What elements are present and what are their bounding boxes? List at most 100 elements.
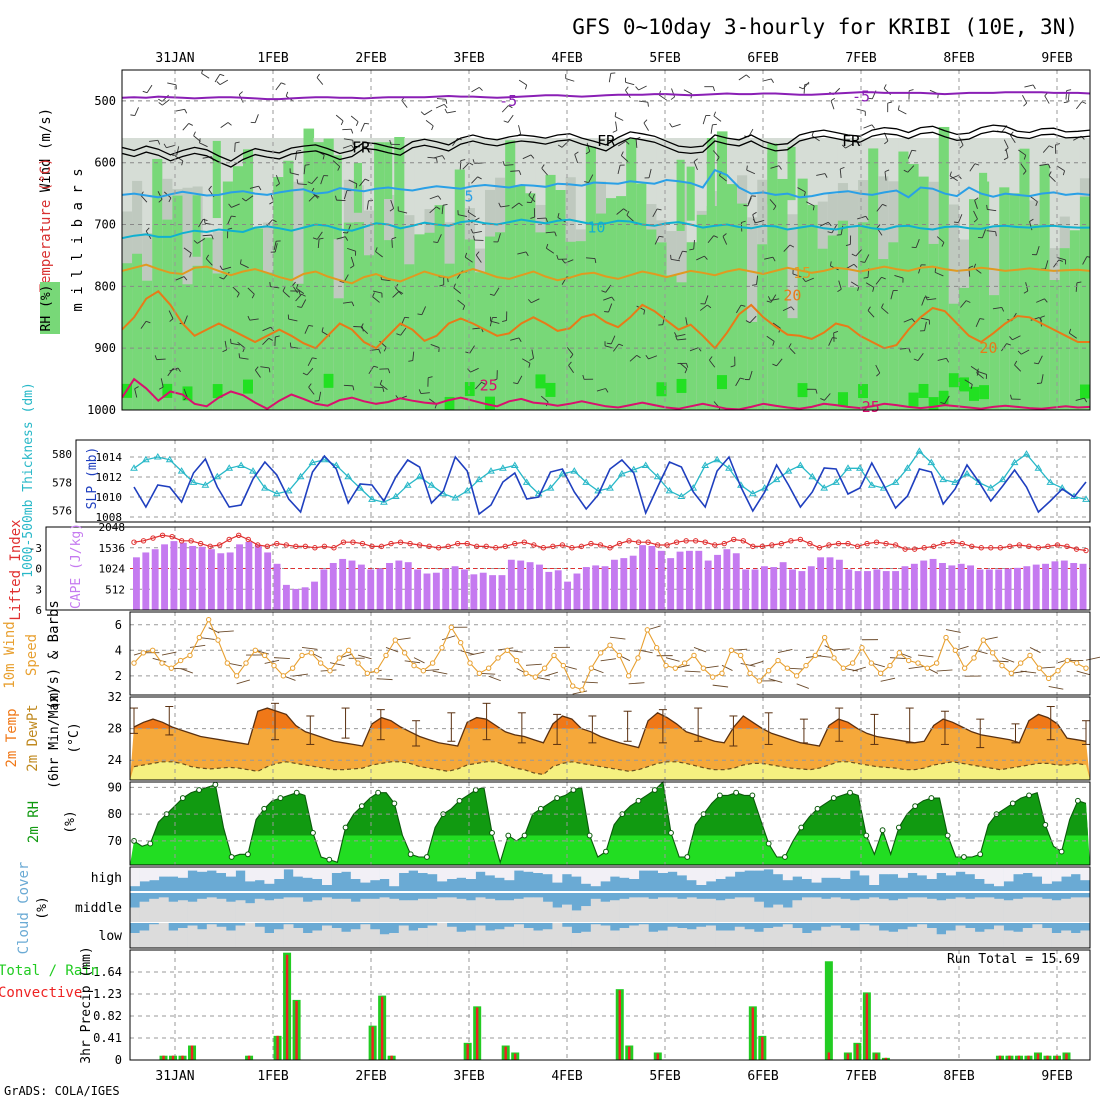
wind-barb — [530, 154, 535, 159]
wind-barb — [915, 239, 920, 248]
thickness-marker — [1022, 450, 1031, 457]
wind-barb — [773, 205, 777, 211]
cape-bar — [723, 549, 731, 610]
cloud-level-label: middle — [75, 901, 122, 916]
cloud-cell-high — [360, 867, 371, 883]
rh-band-green — [505, 140, 516, 410]
cape-bar — [264, 552, 272, 610]
cloud-cell-high — [696, 867, 707, 885]
wind-barb — [216, 81, 221, 85]
thickness-marker — [546, 484, 555, 491]
cape-bar — [479, 572, 487, 610]
wind-barb — [876, 204, 883, 212]
wind-barb — [188, 123, 193, 126]
wind-barb — [304, 325, 310, 334]
wind-barb — [973, 218, 978, 223]
cloud-cell-high — [216, 867, 227, 873]
wind-barb — [157, 191, 163, 200]
thickness-marker — [177, 467, 186, 474]
wind-barb — [820, 398, 825, 401]
wind-barb — [911, 149, 917, 152]
cloud-cell-middle — [725, 898, 736, 922]
cloud-cell-low — [1003, 930, 1014, 948]
thickness-marker — [487, 467, 495, 474]
cape-bar — [329, 562, 337, 610]
thickness-marker — [629, 465, 638, 473]
wind-speed-marker — [579, 687, 585, 693]
wind-barb — [441, 205, 444, 215]
lifted-marker — [169, 533, 175, 540]
wind-barb — [457, 299, 465, 307]
isotherm-label: 20 — [783, 287, 801, 305]
wind-barb — [227, 215, 232, 225]
cloud-cell-low — [226, 930, 236, 948]
wind-barb — [308, 325, 314, 327]
y-tick-label: 600 — [94, 156, 116, 170]
wind-barb-10m — [833, 648, 850, 651]
wind-barb — [490, 320, 500, 324]
wind-speed-marker — [905, 657, 912, 664]
wind-barb — [802, 277, 806, 282]
cloud-cell-low — [302, 933, 313, 948]
wind-barb — [168, 197, 172, 203]
cloud-cell-high — [821, 867, 832, 878]
rh2m-marker — [651, 787, 658, 793]
cloud-cell-low — [648, 931, 659, 948]
wind-speed-marker — [691, 652, 697, 659]
wind-barb — [134, 107, 139, 116]
lifted-marker — [216, 542, 223, 548]
cloud-cell-high — [754, 867, 764, 871]
wind-barb — [752, 284, 757, 286]
rh-band-bright — [908, 392, 920, 407]
rh-band-green — [182, 284, 194, 410]
wind-barb — [636, 354, 641, 359]
wind-barb — [336, 236, 346, 240]
wind-barb — [268, 337, 273, 341]
lifted-marker — [188, 538, 194, 544]
wind-barb — [427, 156, 437, 159]
cloud-cell-middle — [350, 901, 361, 922]
wind-barb — [158, 102, 163, 106]
thickness-marker — [951, 478, 959, 485]
wind-barb — [408, 360, 413, 362]
wind-barb — [1067, 92, 1070, 102]
wind-barb — [776, 358, 783, 367]
cloud-cell-high — [773, 867, 784, 875]
wind-barb — [851, 253, 857, 257]
rh-band-bright — [182, 386, 194, 401]
cape-bar — [1004, 568, 1012, 610]
cloud-cell-low — [350, 929, 361, 948]
wind-barb — [973, 210, 978, 220]
wind-barb — [275, 335, 280, 338]
wind-barb — [510, 337, 520, 341]
cloud-cell-middle — [974, 897, 985, 922]
wind-barb — [944, 395, 950, 404]
wind-barb — [875, 276, 882, 285]
rh-band-green — [353, 222, 365, 410]
cloud-cell-middle — [840, 898, 851, 922]
wind-barb — [1022, 170, 1027, 175]
wind-barb — [783, 244, 791, 252]
cloud-cell-middle — [600, 901, 611, 922]
cloud-cell-middle — [1061, 898, 1072, 922]
cloud-cell-high — [850, 867, 860, 871]
wind-barb — [881, 276, 886, 280]
wind-speed-marker — [569, 683, 576, 689]
thickness-tick-label: 580 — [52, 448, 72, 461]
rh-band-green — [384, 240, 395, 410]
wind-barb — [335, 195, 337, 201]
temp-tick-label: 28 — [108, 722, 122, 736]
cloud-axis-label: Cloud Cover — [16, 862, 32, 955]
cloud-cell-middle — [226, 901, 236, 922]
cloud-cell-middle — [139, 901, 150, 922]
thickness-marker — [189, 478, 198, 485]
wind-barb — [941, 242, 945, 247]
cloud-cell-high — [158, 867, 169, 877]
wind-barb — [316, 77, 324, 85]
wind-axis-label-1: 10m Wind — [2, 621, 18, 688]
wind-barb — [335, 114, 344, 122]
wind-barb — [772, 363, 777, 367]
wind-speed-marker — [429, 660, 436, 666]
thickness-marker — [201, 481, 210, 488]
cloud-cell-low — [581, 931, 592, 948]
